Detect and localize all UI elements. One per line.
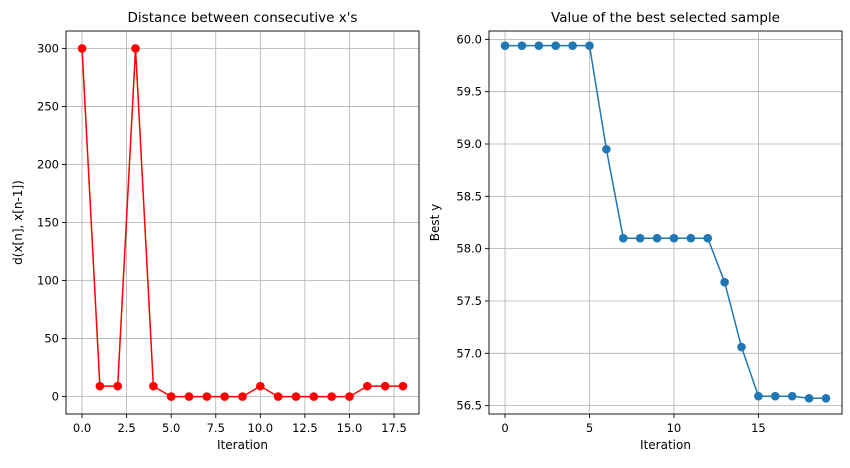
data-point: [737, 342, 746, 352]
data-point: [202, 392, 212, 401]
data-point: [754, 391, 763, 401]
data-point: [149, 381, 158, 391]
y-tick-label: 300: [37, 41, 59, 55]
y-axis-label: d(x[n], x[n-1]): [11, 180, 25, 265]
data-point: [517, 41, 527, 50]
data-point: [362, 381, 372, 391]
data-point: [635, 233, 645, 243]
y-tick-label: 250: [37, 99, 59, 113]
x-tick-label: 12.5: [292, 421, 318, 435]
data-point: [602, 144, 611, 154]
x-tick-label: 5.0: [162, 421, 180, 435]
data-point: [327, 392, 336, 401]
data-point: [551, 41, 561, 50]
data-point: [113, 381, 123, 391]
axes-frame: [65, 30, 420, 415]
y-tick-label: 58.0: [456, 242, 482, 256]
data-point: [804, 394, 814, 403]
data-point: [703, 233, 713, 243]
y-axis-label: Best y: [428, 204, 442, 242]
x-tick-label: 15.0: [337, 421, 363, 435]
data-point: [131, 44, 140, 53]
data-point: [669, 233, 679, 243]
data-point: [720, 277, 729, 287]
x-tick-label: 2.5: [117, 421, 135, 435]
data-point: [500, 41, 510, 50]
y-tick-label: 50: [44, 332, 59, 346]
data-point: [821, 394, 831, 403]
y-tick-label: 150: [37, 216, 59, 230]
data-point: [398, 381, 408, 391]
y-tick-label: 0: [52, 390, 59, 404]
data-point: [95, 381, 105, 391]
y-tick-label: 200: [37, 157, 59, 171]
data-point: [686, 233, 696, 243]
data-point: [618, 233, 628, 243]
y-tick-label: 57.0: [456, 346, 482, 360]
y-tick-label: 57.5: [456, 294, 482, 308]
data-point: [787, 391, 797, 401]
series-line: [505, 44, 826, 400]
chart-title: Value of the best selected sample: [551, 10, 780, 26]
chart-title: Distance between consecutive x's: [128, 10, 358, 26]
data-point: [380, 381, 390, 391]
data-point: [568, 41, 577, 50]
axes-frame: [488, 30, 843, 415]
x-tick-label: 10.0: [248, 421, 274, 435]
y-tick-label: 58.5: [456, 189, 482, 203]
data-point: [220, 392, 229, 401]
data-point: [309, 392, 319, 401]
x-tick-label: 0.0: [73, 421, 91, 435]
data-point: [184, 392, 194, 401]
data-point: [291, 392, 301, 401]
y-tick-label: 59.0: [456, 137, 482, 151]
y-tick-label: 59.5: [456, 85, 482, 99]
data-point: [770, 391, 780, 401]
data-point: [166, 392, 176, 401]
data-point: [238, 392, 247, 401]
data-point: [345, 392, 354, 401]
x-tick-label: 7.5: [207, 421, 225, 435]
y-tick-label: 100: [37, 274, 59, 288]
x-axis-label: Iteration: [217, 438, 268, 452]
right-chart-panel: 0 5 10 15 56.5 57.0 57.5 58.0 58.5 59.0 59.5 60.0 Va…: [428, 10, 843, 452]
data-point: [256, 381, 265, 391]
y-tick-label: 60.0: [456, 32, 482, 46]
data-point: [585, 41, 594, 50]
data-point: [652, 233, 662, 243]
x-tick-label: 15: [751, 421, 766, 435]
x-tick-label: 0: [501, 421, 508, 435]
y-tick-label: 56.5: [456, 399, 482, 413]
left-chart-panel: 0.0 2.5 5.0 7.5 10.0 12.5 15.0 17.5 0 50 100 150 200…: [11, 10, 420, 452]
x-tick-label: 10: [667, 421, 682, 435]
data-point: [534, 41, 544, 50]
data-point: [77, 44, 87, 53]
x-tick-label: 5: [586, 421, 593, 435]
x-axis-label: Iteration: [640, 438, 691, 452]
x-tick-label: 17.5: [381, 421, 407, 435]
data-point: [273, 392, 283, 401]
